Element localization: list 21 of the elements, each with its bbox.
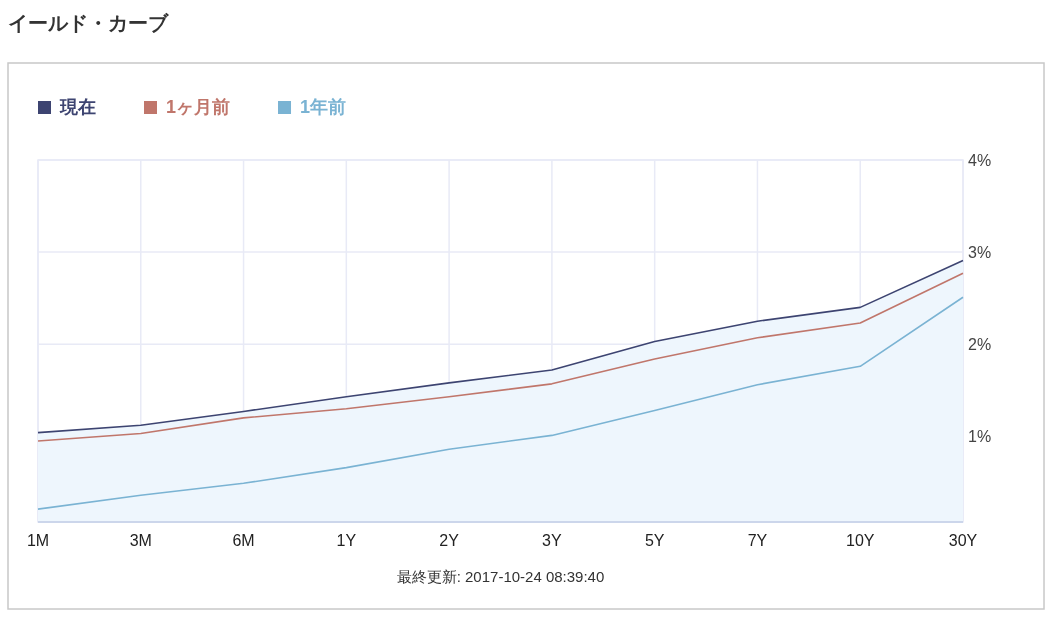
text: 最終更新: 2017-10-24 08:39:40 <box>396 568 605 585</box>
x-tick-label: 30Y <box>948 532 978 549</box>
legend-label: 1ヶ月前 <box>166 97 231 117</box>
legend-label: 現在 <box>59 97 96 117</box>
line-series <box>37 296 964 510</box>
y-tick-label: 3% <box>968 244 992 262</box>
x-tick-label: 1Y <box>336 532 357 549</box>
chart-title: イールド・カーブ <box>8 12 169 34</box>
line-series <box>37 272 964 442</box>
legend-label: 1年前 <box>300 97 347 117</box>
y-tick-label: 1% <box>968 428 992 446</box>
x-tick-label: 1M <box>26 532 50 549</box>
x-tick-label: 3Y <box>542 532 562 549</box>
y-tick-label: 4% <box>968 152 992 169</box>
x-tick-label: 2Y <box>439 532 460 549</box>
x-tick-label: 3M <box>129 532 152 549</box>
x-tick-label: 5Y <box>644 532 665 549</box>
y-tick-label: 2% <box>968 336 992 354</box>
x-tick-label: 6M <box>232 532 255 549</box>
x-tick-label: 7Y <box>747 532 768 549</box>
x-tick-label: 10Y <box>845 532 875 549</box>
